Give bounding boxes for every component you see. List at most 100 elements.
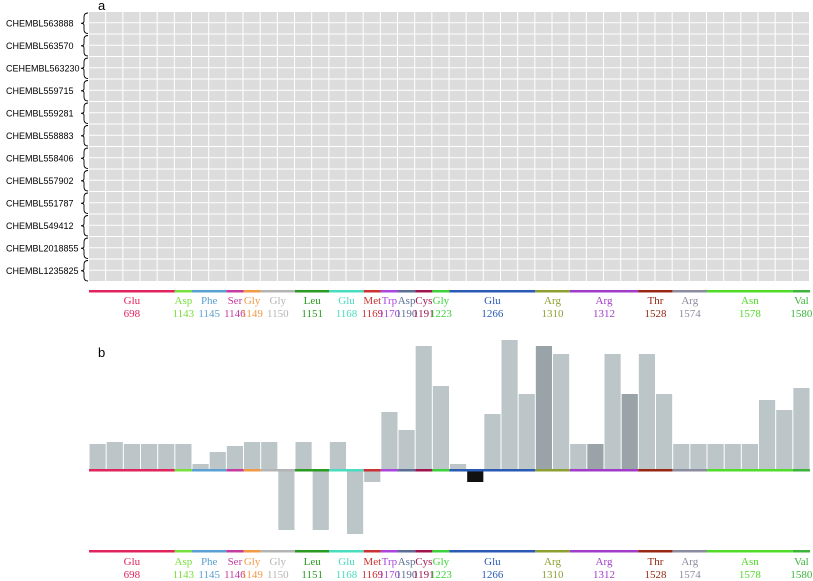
heatmap-cell bbox=[140, 237, 157, 248]
heatmap-cell bbox=[483, 158, 500, 169]
heatmap-cell bbox=[346, 237, 363, 248]
heatmap-cell bbox=[604, 113, 621, 124]
heatmap-cell bbox=[483, 169, 500, 180]
heatmap-cell bbox=[672, 214, 689, 225]
heatmap-cell bbox=[398, 259, 415, 270]
residue-bar bbox=[398, 550, 416, 553]
heatmap-cell bbox=[535, 225, 552, 236]
heatmap-cell bbox=[174, 90, 191, 101]
heatmap-cell bbox=[140, 135, 157, 146]
heatmap-cell bbox=[621, 248, 638, 259]
heatmap-cell bbox=[518, 225, 535, 236]
molecule-label: CHEMBL551787 bbox=[6, 198, 74, 208]
heatmap-cell bbox=[174, 23, 191, 34]
heatmap-cell bbox=[174, 180, 191, 191]
heatmap-cell bbox=[741, 248, 758, 259]
heatmap-cell bbox=[226, 158, 243, 169]
heatmap-cell bbox=[346, 45, 363, 56]
heatmap-cell bbox=[415, 79, 432, 90]
heatmap-cell bbox=[707, 79, 724, 90]
residue-name: Ser bbox=[228, 556, 243, 568]
heatmap-cell bbox=[724, 169, 741, 180]
heatmap-cell bbox=[552, 90, 569, 101]
residue-bar bbox=[432, 550, 450, 553]
heatmap-cell bbox=[89, 90, 106, 101]
heatmap-cell bbox=[243, 135, 260, 146]
residue-bar bbox=[192, 550, 227, 553]
heatmap-cell bbox=[792, 68, 809, 79]
heatmap-cell bbox=[518, 147, 535, 158]
heatmap-cell bbox=[415, 259, 432, 270]
heatmap-cell bbox=[501, 180, 518, 191]
heatmap-cell bbox=[518, 259, 535, 270]
heatmap-cell bbox=[552, 225, 569, 236]
heatmap-cell bbox=[346, 147, 363, 158]
residue-number: 1169 bbox=[362, 569, 384, 581]
bar bbox=[261, 442, 278, 470]
heatmap-cell bbox=[775, 34, 792, 45]
heatmap-cell bbox=[123, 225, 140, 236]
heatmap-cell bbox=[380, 79, 397, 90]
heatmap-cell bbox=[483, 237, 500, 248]
heatmap-cell bbox=[466, 259, 483, 270]
heatmap-cell bbox=[398, 68, 415, 79]
residue-name: Trp bbox=[382, 556, 398, 568]
heatmap-cell bbox=[123, 180, 140, 191]
heatmap-cell bbox=[724, 147, 741, 158]
residue-bar bbox=[535, 550, 570, 553]
heatmap-cell bbox=[621, 203, 638, 214]
bar bbox=[226, 446, 243, 470]
residue-bar bbox=[295, 290, 330, 293]
heatmap-cell bbox=[724, 214, 741, 225]
residue-bar bbox=[329, 290, 364, 293]
residue-number: 1149 bbox=[241, 569, 263, 581]
heatmap-cell bbox=[209, 102, 226, 113]
heatmap-cell bbox=[277, 45, 294, 56]
heatmap-cell bbox=[758, 214, 775, 225]
heatmap-cell bbox=[174, 259, 191, 270]
heatmap-cell bbox=[741, 214, 758, 225]
heatmap-cell bbox=[758, 180, 775, 191]
heatmap-cell bbox=[277, 102, 294, 113]
heatmap-cell bbox=[466, 113, 483, 124]
heatmap-cell bbox=[106, 214, 123, 225]
heatmap-cell bbox=[604, 45, 621, 56]
heatmap-cell bbox=[312, 113, 329, 124]
heatmap-cell bbox=[157, 225, 174, 236]
heatmap-cell bbox=[586, 248, 603, 259]
heatmap-cell bbox=[380, 259, 397, 270]
residue-number: 1170 bbox=[379, 569, 401, 581]
heatmap-cell bbox=[329, 180, 346, 191]
heatmap-cell bbox=[89, 23, 106, 34]
molecule-label: CHEMBL559715 bbox=[6, 86, 74, 96]
heatmap-cell bbox=[586, 135, 603, 146]
heatmap-cell bbox=[501, 237, 518, 248]
heatmap-cell bbox=[775, 259, 792, 270]
heatmap-cell bbox=[312, 147, 329, 158]
heatmap-cell bbox=[209, 147, 226, 158]
heatmap-cell bbox=[277, 23, 294, 34]
heatmap-cell bbox=[569, 12, 586, 23]
residue-name: Leu bbox=[304, 295, 322, 307]
heatmap-cell bbox=[226, 23, 243, 34]
heatmap-cell bbox=[295, 147, 312, 158]
heatmap-cell bbox=[535, 259, 552, 270]
heatmap-cell bbox=[518, 12, 535, 23]
heatmap-cell bbox=[432, 135, 449, 146]
heatmap-cell bbox=[775, 192, 792, 203]
heatmap-cell bbox=[432, 124, 449, 135]
heatmap-cell bbox=[346, 192, 363, 203]
heatmap-cell bbox=[260, 135, 277, 146]
heatmap-cell bbox=[140, 68, 157, 79]
heatmap-cell bbox=[123, 45, 140, 56]
residue-number: 1149 bbox=[241, 308, 263, 320]
residue-number: 1580 bbox=[790, 569, 813, 581]
molecule-label: CHEMBL558883 bbox=[6, 131, 74, 141]
heatmap-cell bbox=[140, 203, 157, 214]
heatmap-cell bbox=[260, 124, 277, 135]
heatmap-cell bbox=[346, 57, 363, 68]
baseline-segment bbox=[535, 469, 570, 472]
heatmap-cell bbox=[174, 113, 191, 124]
heatmap-cell bbox=[432, 102, 449, 113]
heatmap-cell bbox=[775, 225, 792, 236]
